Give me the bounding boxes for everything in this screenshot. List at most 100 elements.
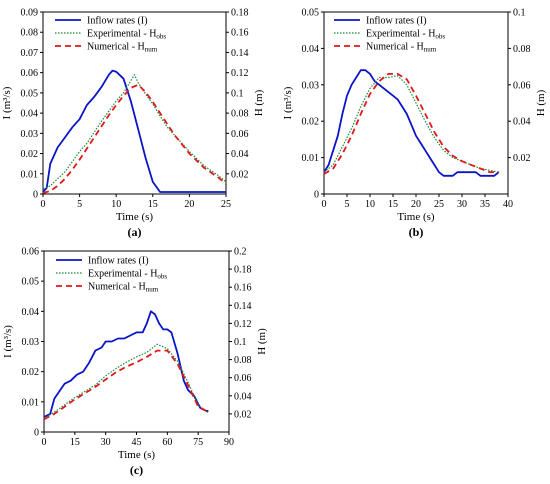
y-right-tick-label: 0.1	[234, 337, 247, 348]
x-tick-label: 5	[77, 199, 82, 210]
y-right-tick-label: 0.1	[513, 8, 526, 19]
x-tick-label: 20	[411, 199, 421, 210]
legend-label-2: Experimental - Hobs	[366, 29, 445, 41]
panel-label: (c)	[130, 463, 143, 477]
y-right-tick-label: 0.06	[513, 80, 531, 91]
legend-label-2: Experimental - Hobs	[88, 269, 167, 281]
panel-label: (b)	[409, 225, 424, 239]
y-right-tick-label: 0.14	[234, 301, 252, 312]
x-tick-label: 15	[388, 199, 398, 210]
y-left-tick-label: 0.07	[21, 48, 39, 59]
y-right-tick-label: 0.08	[231, 109, 249, 120]
series-line-1	[42, 69, 226, 193]
y-left-tick-label: 0.02	[302, 117, 320, 128]
y-left-tick-label: 0.06	[22, 247, 40, 258]
legend-label-1: Inflow rates (I)	[87, 16, 148, 27]
chart-panel-1: 0 5 10 15 20 25 0 0.01 0.02 0.03 0.04 0.05 0.06 0.07 0…	[1, 8, 265, 240]
y-left-tick-label: 0.01	[21, 169, 39, 180]
series-line-2	[43, 343, 209, 419]
y-left-tick-label: 0.09	[21, 8, 39, 19]
x-tick-label: 0	[322, 199, 327, 210]
legend: Inflow rates (I) Experimental - HobsNumer…	[56, 256, 167, 294]
x-tick-label: 45	[132, 437, 142, 448]
y-left-tick-label: 0	[34, 428, 39, 439]
x-tick-label: 15	[70, 437, 80, 448]
x-tick-label: 75	[193, 437, 203, 448]
y-left-tick-label: 0.04	[302, 44, 320, 55]
legend-label-3: Numerical - Hnum	[88, 282, 159, 294]
y-left-tick-label: 0.03	[302, 80, 320, 91]
y-right-tick-label: 0.18	[231, 8, 249, 19]
plot-frame	[42, 11, 227, 195]
legend-label-3: Numerical - Hnum	[366, 42, 437, 54]
y-right-axis-label: H (m)	[253, 89, 265, 116]
x-tick-label: 0	[41, 199, 46, 210]
y-left-tick-label: 0.03	[22, 337, 40, 348]
y-left-tick-label: 0.01	[22, 397, 40, 408]
y-right-tick-label: 0.04	[234, 391, 252, 402]
y-right-tick-label: 0.04	[513, 117, 531, 128]
legend-label-1: Inflow rates (I)	[88, 256, 149, 267]
y-right-axis-label: H (m)	[535, 89, 547, 116]
y-left-tick-label: 0.08	[21, 28, 39, 39]
y-left-tick-label: 0.02	[22, 367, 40, 378]
legend-label-3: Numerical - Hnum	[87, 42, 158, 54]
series-line-3	[323, 73, 499, 175]
y-left-axis-label: I (m³/s)	[2, 325, 14, 358]
x-axis-label: Time (s)	[118, 449, 156, 461]
x-tick-label: 25	[434, 199, 444, 210]
y-right-tick-label: 0.12	[231, 68, 249, 79]
y-left-axis-label: I (m³/s)	[282, 86, 294, 119]
x-tick-label: 5	[345, 199, 350, 210]
x-tick-label: 30	[101, 437, 111, 448]
y-right-tick-label: 0.06	[231, 129, 249, 140]
x-axis-label: Time (s)	[397, 211, 435, 223]
series-line-3	[43, 349, 209, 421]
y-right-tick-label: 0.14	[231, 48, 249, 59]
y-left-tick-label: 0.04	[22, 307, 40, 318]
y-left-tick-label: 0	[314, 190, 319, 201]
legend: Inflow rates (I) Experimental - HobsNumer…	[55, 16, 166, 54]
panel-label: (a)	[128, 225, 142, 239]
x-axis-label: Time (s)	[116, 211, 154, 223]
y-left-tick-label: 0.01	[302, 153, 320, 164]
y-right-tick-label: 0.12	[234, 319, 252, 330]
x-tick-label: 25	[221, 199, 231, 210]
y-left-tick-label: 0.05	[302, 8, 320, 19]
y-right-tick-label: 0.16	[231, 28, 249, 39]
x-tick-label: 20	[184, 199, 194, 210]
y-right-tick-label: 0.02	[234, 409, 252, 420]
y-right-tick-label: 0.08	[513, 44, 531, 55]
y-left-tick-label: 0.05	[21, 88, 39, 99]
y-left-axis-label: I (m³/s)	[1, 86, 13, 119]
x-tick-label: 35	[480, 199, 490, 210]
x-tick-label: 10	[365, 199, 375, 210]
legend-label-2: Experimental - Hobs	[87, 29, 166, 41]
y-right-tick-label: 0.06	[234, 373, 252, 384]
y-left-tick-label: 0.05	[22, 277, 40, 288]
y-right-axis-label: H (m)	[256, 328, 268, 355]
legend-label-1: Inflow rates (I)	[366, 16, 427, 27]
y-right-tick-label: 0.2	[234, 247, 247, 258]
y-right-tick-label: 0.02	[513, 153, 531, 164]
y-left-tick-label: 0.02	[21, 149, 39, 160]
chart-panel-3: 0 15 30 45 60 75 90 0 0.01 0.02 0.03 0.04 0.05 0.06 0.…	[2, 247, 268, 478]
x-tick-label: 0	[42, 437, 47, 448]
y-right-tick-label: 0.04	[231, 149, 249, 160]
x-tick-label: 40	[503, 199, 513, 210]
y-right-tick-label: 0.08	[234, 355, 252, 366]
y-left-tick-label: 0.06	[21, 68, 39, 79]
y-right-tick-label: 0.02	[231, 169, 249, 180]
x-tick-label: 10	[111, 199, 121, 210]
x-tick-label: 15	[148, 199, 158, 210]
y-right-tick-label: 0.16	[234, 283, 252, 294]
series-line-1	[43, 310, 209, 418]
series-line-3	[42, 83, 227, 194]
y-right-tick-label: 0.18	[234, 265, 252, 276]
x-tick-label: 60	[162, 437, 172, 448]
legend: Inflow rates (I) Experimental - HobsNumer…	[334, 16, 445, 54]
y-left-tick-label: 0	[33, 190, 38, 201]
x-tick-label: 90	[224, 437, 234, 448]
y-left-tick-label: 0.03	[21, 129, 39, 140]
